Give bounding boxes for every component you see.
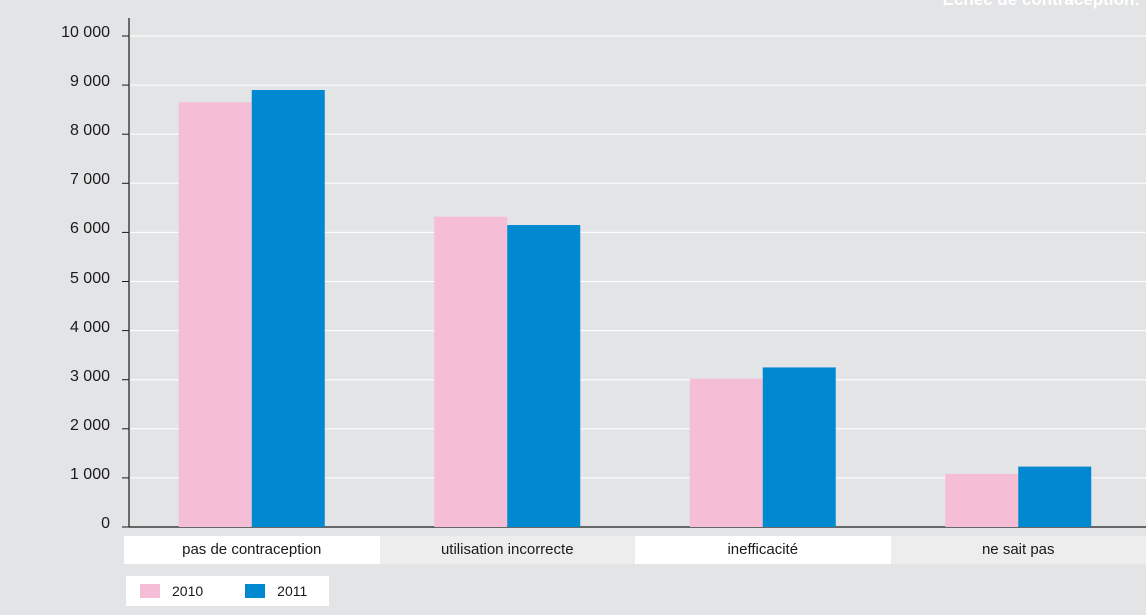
legend-swatch-2011 <box>245 584 265 598</box>
y-tick-label: 2 000 <box>20 417 110 435</box>
y-tick-label: 6 000 <box>20 220 110 238</box>
legend-label-2010: 2010 <box>172 583 203 599</box>
bar-2010 <box>690 379 763 527</box>
category-label: pas de contraception <box>124 536 380 564</box>
y-tick-label: 9 000 <box>20 73 110 91</box>
bar-2011 <box>252 90 325 527</box>
legend-item-2011: 2011 <box>245 583 335 599</box>
bar-2010 <box>945 474 1018 527</box>
y-tick-label: 7 000 <box>20 171 110 189</box>
y-tick-label: 5 000 <box>20 270 110 288</box>
y-tick-label: 3 000 <box>20 368 110 386</box>
y-tick-label: 4 000 <box>20 319 110 337</box>
bar-2011 <box>763 367 836 527</box>
legend-label-2011: 2011 <box>277 583 307 599</box>
legend-swatch-2010 <box>140 584 160 598</box>
y-tick-label: 1 000 <box>20 466 110 484</box>
category-label: inefficacité <box>635 536 891 564</box>
y-tick-label: 8 000 <box>20 122 110 140</box>
bar-2011 <box>507 225 580 527</box>
bar-2010 <box>434 217 507 527</box>
y-tick-label: 10 000 <box>20 24 110 42</box>
legend-item-2010: 2010 <box>140 583 231 599</box>
y-tick-label: 0 <box>20 515 110 533</box>
bar-2011 <box>1018 467 1091 527</box>
bar-2010 <box>179 102 252 527</box>
category-label: utilisation incorrecte <box>380 536 636 564</box>
category-label: ne sait pas <box>891 536 1146 564</box>
legend: 2010 2011 <box>126 576 329 606</box>
